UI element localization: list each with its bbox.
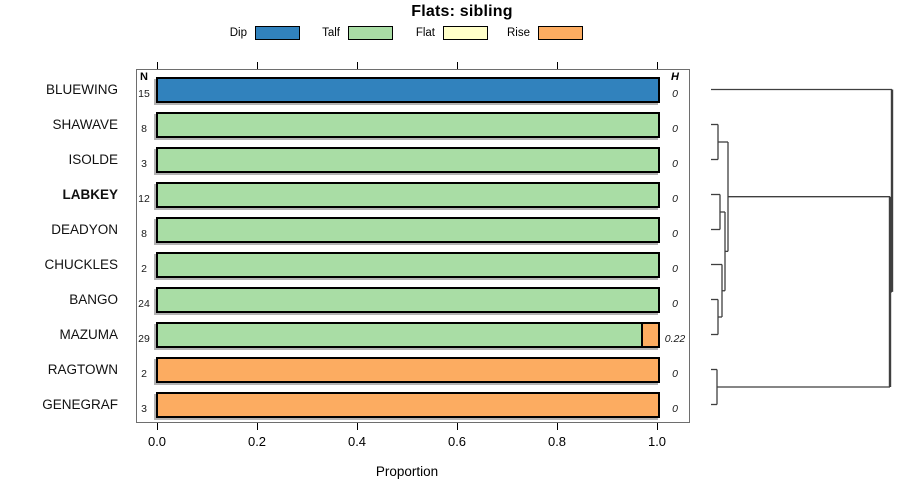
n-value: 24 [138,298,150,310]
category-label: CHUCKLES [44,256,118,272]
bar [156,356,660,383]
x-tick-bottom [357,423,358,430]
bar [156,321,660,348]
bar [156,391,660,418]
legend-label: Talf [322,27,340,39]
bar-segment-talf [158,218,658,241]
bar [156,251,660,278]
bar [156,181,660,208]
legend-label: Dip [229,27,247,39]
x-tick-label: 0.4 [347,434,367,449]
legend-swatch [348,26,393,40]
legend-swatch [538,26,583,40]
bar-segment-talf [158,288,658,311]
bar [156,146,660,173]
x-tick-bottom [157,423,158,430]
category-label: DEADYON [51,221,118,237]
bar-segment-talf [158,323,641,346]
h-value: 0 [672,193,678,205]
n-value: 2 [141,368,147,380]
bar [156,76,660,103]
x-tick-bottom [257,423,258,430]
legend-label: Flat [415,27,435,39]
h-value: 0 [672,228,678,240]
bar-segment-talf [158,183,658,206]
n-value: 3 [141,158,147,170]
x-tick-top [357,62,358,69]
bar-segment-talf [158,113,658,136]
bar [156,111,660,138]
n-value: 29 [138,333,150,345]
legend-label: Rise [506,27,530,39]
x-axis-title: Proportion [375,464,439,479]
h-value: 0 [672,298,678,310]
n-value: 15 [138,88,150,100]
h-value: 0 [672,368,678,380]
legend-swatch [255,26,300,40]
x-tick-label: 0.0 [147,434,167,449]
category-label: LABKEY [62,186,118,202]
chart-title: Flats: sibling [411,3,513,20]
n-column-header: N [140,71,148,83]
bar-segment-rise [158,358,658,381]
bar [156,216,660,243]
h-value: 0 [672,403,678,415]
bar-segment-rise [640,323,658,346]
x-tick-top [257,62,258,69]
category-label: GENEGRAF [42,396,118,412]
category-label: ISOLDE [68,151,118,167]
h-value: 0 [672,123,678,135]
x-tick-bottom [657,423,658,430]
bar-segment-talf [158,148,658,171]
h-column-header: H [671,71,679,83]
x-tick-top [657,62,658,69]
bar-segment-dip [158,78,658,101]
x-tick-label: 1.0 [647,434,667,449]
category-label: BLUEWING [45,81,118,97]
n-value: 12 [138,193,150,205]
n-value: 2 [141,263,147,275]
legend-swatch [443,26,488,40]
n-value: 3 [141,403,147,415]
x-tick-label: 0.6 [447,434,467,449]
x-tick-label: 0.2 [247,434,267,449]
x-tick-top [457,62,458,69]
bar [156,286,660,313]
category-label: RAGTOWN [47,361,118,377]
x-tick-bottom [457,423,458,430]
bar-segment-rise [158,393,658,416]
h-value: 0.22 [664,333,686,345]
n-value: 8 [141,123,147,135]
category-label: SHAWAVE [52,116,118,132]
n-value: 8 [141,228,147,240]
category-label: MAZUMA [59,326,119,342]
h-value: 0 [672,263,678,275]
category-label: BANGO [69,291,118,307]
bar-segment-talf [158,253,658,276]
h-value: 0 [672,88,678,100]
x-tick-bottom [557,423,558,430]
x-tick-top [157,62,158,69]
x-tick-label: 0.8 [547,434,567,449]
x-tick-top [557,62,558,69]
h-value: 0 [672,158,678,170]
